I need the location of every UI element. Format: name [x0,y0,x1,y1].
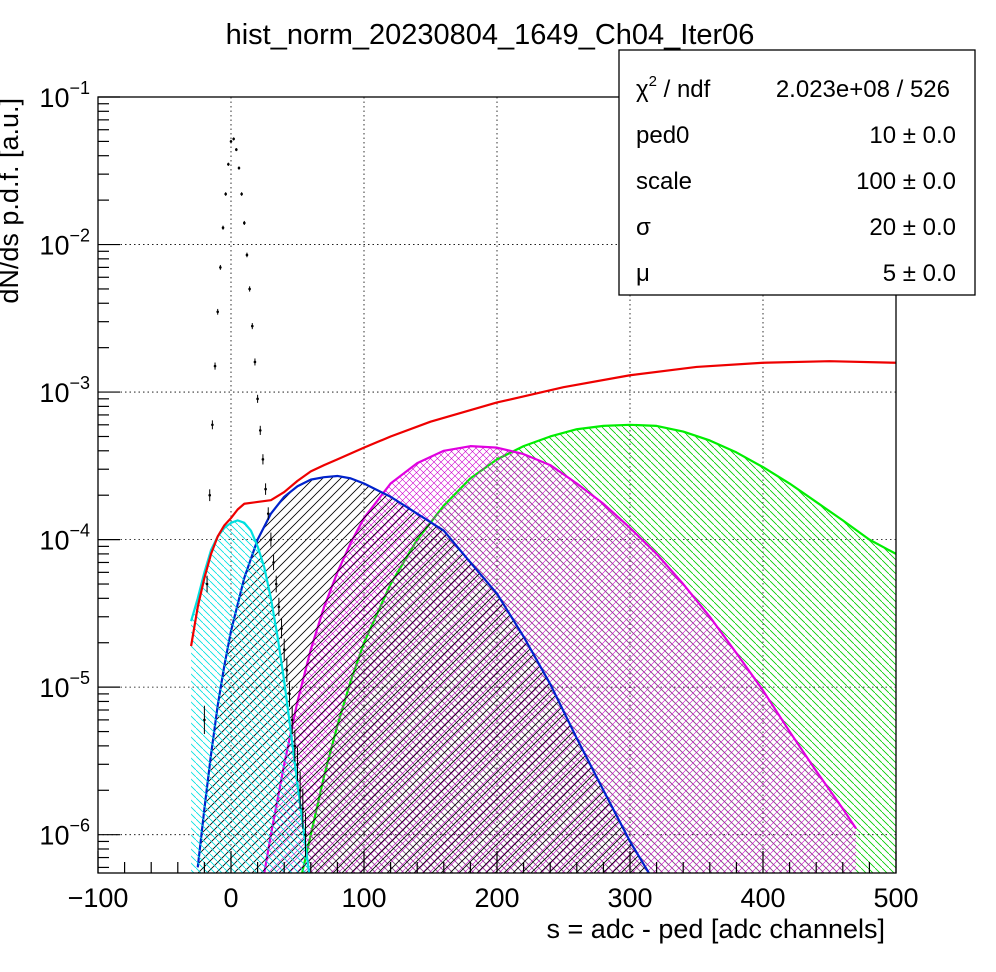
histogram-point [203,718,206,722]
y-tick-label: 10−6 [39,816,90,851]
histogram-point [248,287,251,291]
histogram-point [274,582,278,586]
x-tick-label: 100 [341,883,386,913]
histogram-point [221,226,225,230]
histogram-layer [203,137,307,857]
histogram-point [224,192,227,196]
stats-label-mu: μ [636,260,650,287]
histogram-point [229,140,233,143]
series-line-0 [190,360,896,647]
histogram-point [288,692,291,696]
histogram-point [304,833,307,836]
series-line-1 [190,519,311,873]
histogram-point [216,310,219,314]
stats-label-ped0: ped0 [636,122,689,149]
histogram-point [282,648,286,651]
histogram-point [256,397,259,401]
y-tick-label: 10−2 [39,226,90,261]
y-tick-label: 10−4 [39,521,90,556]
histogram-point [296,762,299,766]
stats-value-ped0: 10 ± 0.0 [869,122,956,149]
histogram-point [258,429,262,432]
histogram-point [269,538,273,541]
y-axis-label: dN/ds p.d.f. [a.u.] [0,98,24,304]
axes: −100 0 100 200 300 400 500 10−1 10−2 10−3 10−4 10−5… [39,78,918,913]
series-layer [190,360,896,873]
histogram-point [245,253,249,257]
histogram-point [301,807,305,811]
x-tick-label: −100 [68,883,129,913]
histogram-point [237,166,241,170]
y-tick-label: 10−5 [39,668,90,703]
stats-value-mu: 5 ± 0.0 [883,260,956,287]
x-tick-label: 200 [474,883,519,913]
histogram-point [261,458,265,461]
y-tick-label: 10−1 [39,78,90,113]
stats-label-scale: scale [636,168,692,195]
x-tick-label: 300 [607,883,652,913]
stats-value-sigma: 20 ± 0.0 [869,214,956,241]
histogram-point [264,487,267,491]
series-area-1 [191,520,310,873]
histogram-point [272,561,275,564]
histogram-point [290,718,294,722]
histogram-point [208,493,212,497]
histogram-point [235,148,238,151]
stats-value-scale: 100 ± 0.0 [856,168,956,195]
stats-box-frame [618,49,976,296]
histogram-point [253,360,257,364]
histogram-point [250,324,254,328]
histogram-point [266,512,270,515]
histogram-point [280,627,283,630]
histogram-point [243,221,246,225]
x-tick-label: 500 [873,883,918,913]
stats-box: χ2 / ndf 2.023e+08 / 526 ped0 10 ± 0.0 s… [618,49,976,296]
histogram-point [205,582,209,586]
histogram-point [298,788,302,792]
histogram-point [219,266,222,269]
x-tick-label: 400 [740,883,785,913]
histogram-point [285,669,289,672]
histogram-point [277,605,281,609]
histogram-point [211,423,214,427]
series-area-2 [197,475,649,873]
stats-value-chi2: 2.023e+08 / 526 [776,76,950,103]
x-axis-label: s = adc - ped [adc channels] [547,914,885,944]
histogram-point [293,744,297,748]
stats-label-chi2: χ2 / ndf [636,73,711,103]
histogram-point [227,162,230,166]
chart-title: hist_norm_20230804_1649_Ch04_Iter06 [226,19,755,51]
y-tick-label: 10−3 [39,373,90,408]
histogram-point [232,137,235,141]
x-tick-label: 0 [223,883,238,913]
histogram-point [240,192,243,196]
stats-label-sigma: σ [636,214,651,241]
histogram-point [213,364,217,368]
